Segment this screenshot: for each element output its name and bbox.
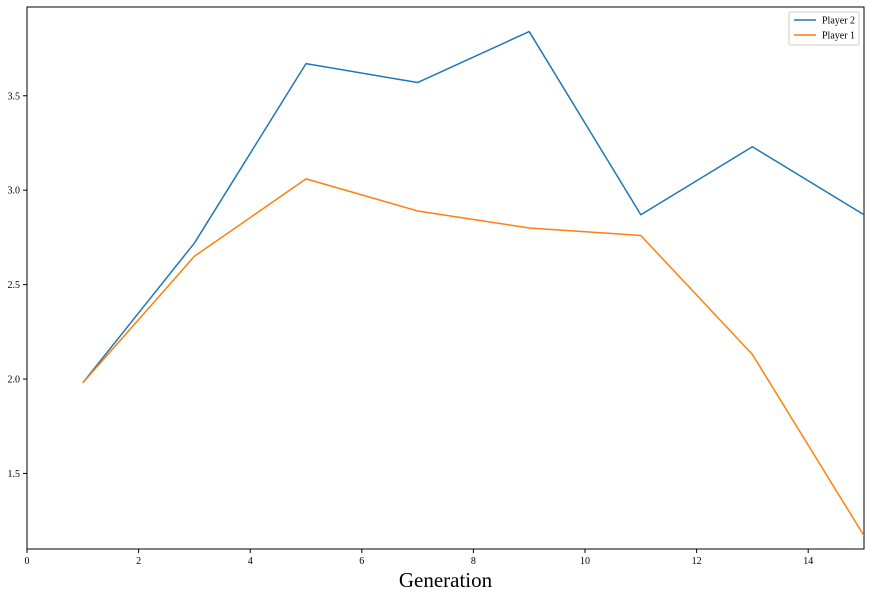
x-tick-label: 4: [248, 556, 253, 567]
series-line-2: [82, 178, 864, 537]
x-tick-label: 8: [471, 556, 476, 567]
legend-label: Player 1: [822, 31, 855, 42]
x-tick-label: 12: [692, 556, 702, 567]
x-tick-label: 2: [136, 556, 141, 567]
x-tick-label: 0: [25, 556, 30, 567]
y-axis-ticks: 1.5 2.0 2.5 3.0 3.5: [8, 91, 27, 480]
y-tick-label: 1.5: [8, 469, 21, 480]
y-tick-label: 3.0: [8, 186, 21, 197]
legend: Player 2 Player 1: [788, 11, 860, 46]
series-lines: [82, 30, 864, 537]
y-tick-label: 2.5: [8, 280, 21, 291]
x-axis-ticks: 0 2 4 6 8 10 12 14: [25, 549, 813, 567]
series-line-1: [82, 30, 864, 384]
y-tick-label: 2.0: [8, 375, 21, 386]
legend-label: Player 2: [822, 16, 855, 27]
x-tick-label: 14: [803, 556, 813, 567]
y-tick-label: 3.5: [8, 91, 21, 102]
x-tick-label: 6: [359, 556, 364, 567]
plot-area: [26, 6, 865, 550]
x-tick-label: 10: [580, 556, 590, 567]
x-axis-label: Generation: [399, 568, 493, 592]
